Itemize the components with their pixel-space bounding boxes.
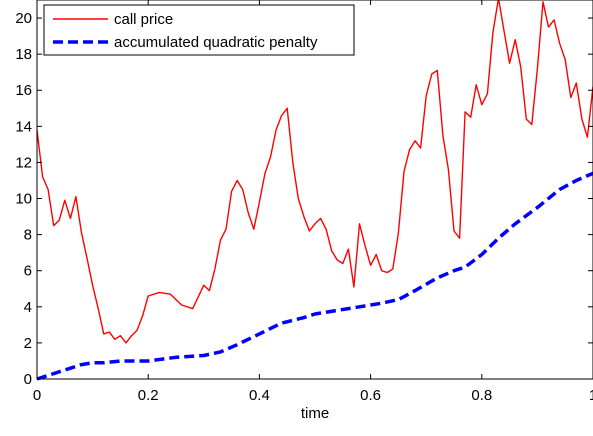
x-tick-label: 0 <box>33 387 41 404</box>
legend-label-call-price: call price <box>114 11 173 28</box>
y-tick-label: 18 <box>15 46 32 63</box>
x-tick-label: 0.8 <box>471 387 492 404</box>
series-line-accumulated-quadratic-penalty <box>36 171 593 381</box>
y-tick-label: 10 <box>15 191 32 208</box>
y-tick-label: 0 <box>24 371 32 388</box>
x-tick-label: 0.6 <box>360 387 381 404</box>
y-tick-label: 16 <box>15 82 32 99</box>
y-tick-label: 14 <box>15 118 32 135</box>
legend-label-accumulated-quadratic-penalty: accumulated quadratic penalty <box>114 34 318 51</box>
x-tick-label: 0.2 <box>138 387 159 404</box>
legend: call price accumulated quadratic penalty <box>43 4 355 56</box>
x-tick-label: 0.4 <box>249 387 270 404</box>
x-tick-label: 1 <box>589 387 593 404</box>
plot-frame <box>36 0 593 380</box>
y-tick-label: 8 <box>24 227 32 244</box>
y-tick-label: 4 <box>24 299 32 316</box>
legend-box <box>43 4 355 56</box>
tick-layer: 00.20.40.60.8102468101214161820 <box>15 0 593 404</box>
series-layer <box>36 0 593 381</box>
y-tick-label: 12 <box>15 154 32 171</box>
plot-area <box>37 0 593 379</box>
y-tick-label: 2 <box>24 335 32 352</box>
y-tick-label: 6 <box>24 263 32 280</box>
y-tick-label: 20 <box>15 10 32 27</box>
series-line-call-price <box>36 0 593 344</box>
x-axis-label: time <box>301 405 329 422</box>
